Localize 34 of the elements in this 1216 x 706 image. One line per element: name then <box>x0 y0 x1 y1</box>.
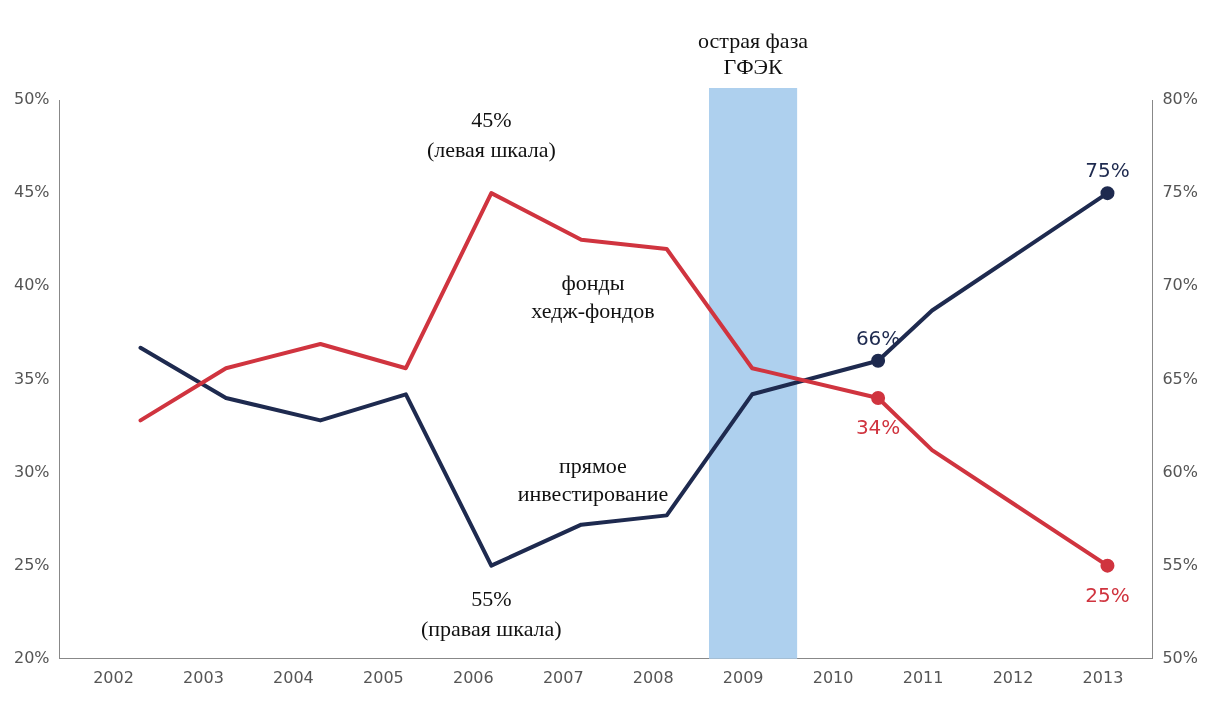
x-tick-label: 2005 <box>363 667 404 687</box>
y-tick-label: 45% <box>14 182 50 202</box>
y2-tick-label: 70% <box>1162 275 1198 295</box>
band-label: острая фаза ГФЭК <box>698 28 809 79</box>
data-label: 25% <box>1085 582 1130 607</box>
y2-tick-label: 60% <box>1162 461 1198 481</box>
data-label: 34% <box>855 415 901 440</box>
annotation: 45% (левая шкала) <box>426 107 556 163</box>
y-tick-label: 50% <box>14 89 50 109</box>
y2-tick-label: 65% <box>1162 368 1198 388</box>
x-tick-label: 2009 <box>722 667 764 687</box>
x-tick-label: 2013 <box>1082 667 1124 687</box>
x-tick-label: 2003 <box>183 667 224 687</box>
data-label: 75% <box>1085 158 1130 183</box>
x-tick-label: 2008 <box>632 667 674 687</box>
y-tick-label: 35% <box>14 368 50 388</box>
y2-tick-label: 50% <box>1162 647 1198 667</box>
series-label: прямое инвестирование <box>517 452 669 506</box>
x-tick-label: 2002 <box>93 667 134 687</box>
y-tick-label: 30% <box>14 461 50 481</box>
y-tick-label: 40% <box>14 275 50 295</box>
x-tick-label: 2004 <box>273 667 314 687</box>
x-tick-label: 2010 <box>812 667 854 687</box>
y-tick-label: 25% <box>14 554 50 574</box>
x-tick-label: 2006 <box>452 667 494 687</box>
y-tick-label: 20% <box>14 647 50 667</box>
x-tick-label: 2011 <box>902 667 944 687</box>
x-tick-label: 2012 <box>992 667 1034 687</box>
y2-tick-label: 75% <box>1162 182 1198 202</box>
y2-tick-label: 80% <box>1162 89 1198 109</box>
annotation: 55% (правая шкала) <box>420 585 562 641</box>
x-tick-label: 2007 <box>542 667 584 687</box>
series-label: фонды хедж-фондов <box>531 269 655 323</box>
y2-tick-label: 55% <box>1162 554 1198 574</box>
